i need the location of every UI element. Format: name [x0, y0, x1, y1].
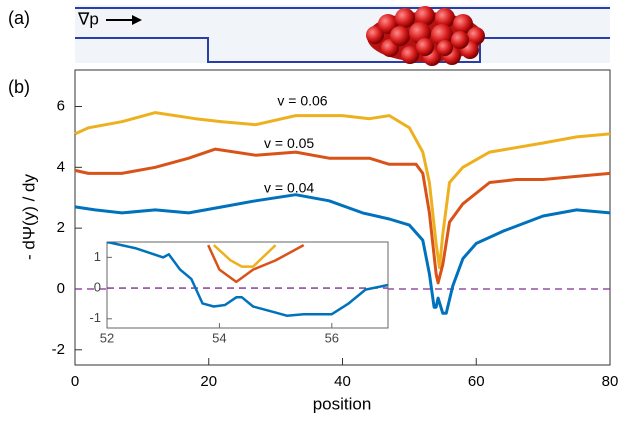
x-axis-label: position: [313, 394, 372, 413]
series-label: v = 0.04: [264, 179, 314, 195]
y-tick-label: 0: [94, 280, 101, 295]
panel-label: (a): [8, 8, 30, 28]
x-tick-label: 40: [334, 373, 351, 390]
x-tick-label: 60: [468, 373, 485, 390]
data-line: [74, 193, 611, 315]
gradient-label: ∇p: [77, 9, 99, 28]
data-line: [212, 244, 277, 268]
flow-arrow-head: [132, 15, 142, 25]
panel-label: (b): [8, 77, 30, 97]
y-tick-label: 1: [94, 249, 101, 264]
y-axis-label: - dΨ(y) / dy: [19, 174, 38, 260]
data-line: [74, 111, 611, 270]
y-tick-label: 0: [57, 280, 65, 297]
series-label: v = 0.06: [277, 92, 327, 108]
x-tick-label: 20: [200, 373, 217, 390]
data-line: [107, 242, 388, 317]
x-tick-label: 80: [602, 373, 619, 390]
y-tick-label: 2: [57, 219, 65, 236]
y-tick-label: -1: [89, 310, 101, 325]
data-line: [207, 244, 305, 284]
inset-background: [107, 242, 388, 328]
x-tick-label: 56: [325, 330, 339, 345]
x-tick-label: 52: [100, 330, 114, 345]
data-line: [74, 147, 611, 285]
x-tick-label: 0: [71, 373, 79, 390]
channel-wall: [75, 37, 610, 63]
x-tick-label: 54: [212, 330, 226, 345]
y-tick-label: -2: [52, 341, 65, 358]
protein: [366, 6, 485, 66]
series-label: v = 0.05: [264, 135, 314, 151]
channel-background: [75, 5, 610, 63]
y-tick-label: 4: [57, 158, 65, 175]
y-tick-label: 6: [57, 97, 65, 114]
